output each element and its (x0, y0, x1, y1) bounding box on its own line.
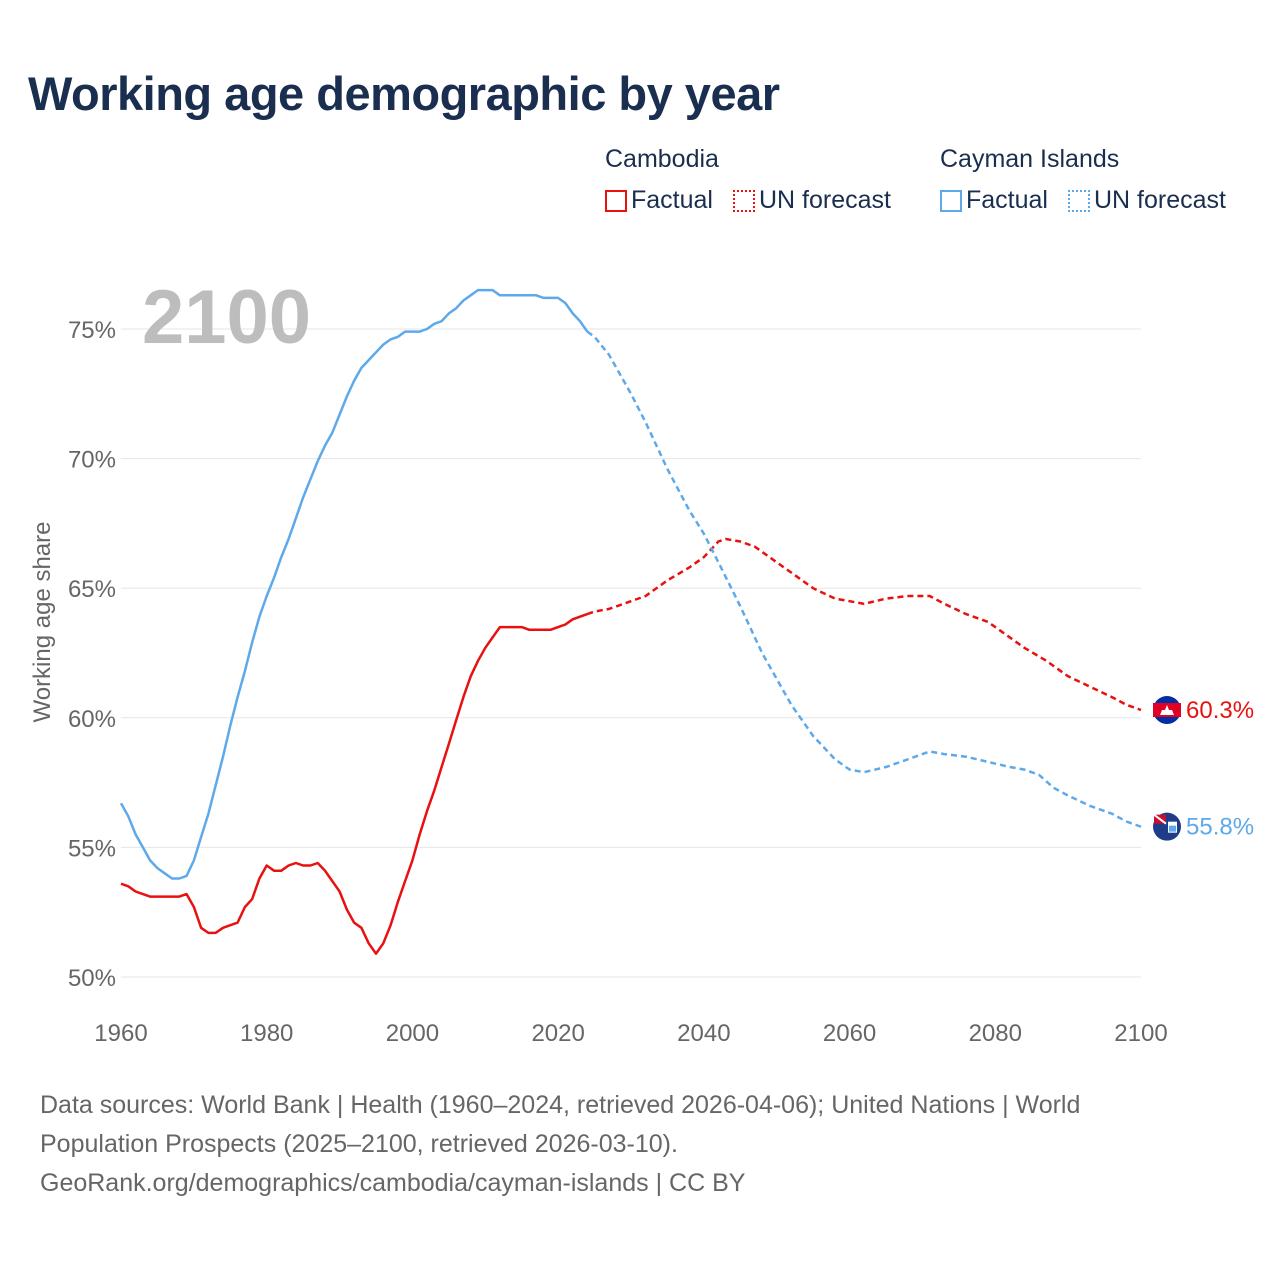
source-line[interactable]: GeoRank.org/demographics/cambodia/cayman… (40, 1169, 746, 1197)
legend-item-cambodia-forecast[interactable]: UN forecast (732, 186, 891, 215)
gridlines (121, 328, 1141, 978)
cambodia-flag-icon (1153, 696, 1181, 725)
legend-item-cambodia-factual[interactable]: Factual (605, 186, 713, 215)
x-tick-label: 2060 (823, 1020, 876, 1047)
legend-swatch-dotted (732, 189, 755, 212)
series-line-factual (120, 612, 588, 955)
series-line-forecast (586, 537, 1142, 712)
year-watermark: 2100 (142, 275, 311, 360)
end-value-label: 60.3% (1186, 697, 1254, 724)
y-tick-label: 60% (68, 706, 116, 733)
x-tick-label: 2100 (1114, 1020, 1167, 1047)
flag-shield-water (1169, 825, 1176, 832)
series-line-forecast (586, 330, 1142, 828)
legend-item-label: UN forecast (1093, 186, 1226, 214)
x-tick-label: 1980 (240, 1020, 293, 1047)
legend-swatch-solid (605, 189, 627, 212)
legend-item-label: Factual (966, 186, 1048, 214)
source-note: Data sources: World Bank | Health (1960–… (40, 1086, 1220, 1203)
x-tick-label: 2020 (531, 1020, 584, 1047)
legend-item-label: Factual (631, 186, 713, 214)
source-line: Population Prospects (2025–2100, retriev… (40, 1130, 678, 1158)
flag-temple (1160, 705, 1174, 716)
cayman-islands-flag-icon (1153, 812, 1181, 841)
series-line-factual (119, 288, 589, 880)
legend-group-label: Cambodia (605, 145, 719, 173)
x-tick-label: 2000 (386, 1020, 439, 1047)
end-value-label: 55.8% (1186, 814, 1254, 841)
legend-item-cayman-factual[interactable]: Factual (940, 186, 1048, 215)
legend-group-label: Cayman Islands (940, 145, 1120, 173)
legend-item-cayman-forecast[interactable]: UN forecast (1067, 186, 1226, 215)
source-line: Data sources: World Bank | Health (1960–… (40, 1091, 1081, 1119)
y-tick-label: 55% (68, 835, 116, 862)
y-axis: 50% 55% 60% 65% 70% 75% (68, 317, 116, 992)
legend-swatch-dotted (1067, 189, 1090, 212)
series-layer (119, 288, 1142, 955)
x-axis: 1960 1980 2000 2020 2040 2060 2080 2100 (94, 1020, 1167, 1047)
y-tick-label: 70% (68, 447, 116, 474)
x-tick-label: 1960 (94, 1020, 147, 1047)
y-tick-label: 65% (68, 576, 116, 603)
x-tick-label: 2080 (969, 1020, 1022, 1047)
flag-cross (1153, 813, 1167, 825)
y-axis-title: Working age share (29, 522, 56, 723)
y-tick-label: 50% (68, 965, 116, 992)
legend-group-cambodia: Cambodia Factual UN forecast (605, 145, 905, 215)
y-tick-label: 75% (68, 317, 116, 344)
chart-title: Working age demographic by year (28, 67, 780, 120)
end-markers: 60.3% 55.8% (1153, 696, 1254, 841)
legend-item-label: UN forecast (758, 186, 891, 214)
x-tick-label: 2040 (677, 1020, 730, 1047)
legend-swatch-solid (940, 189, 962, 212)
line-chart: 2100 50% 55% 60% 65% 70% 75% 1960 1980 2000 2020… (29, 275, 1254, 1047)
legend-group-cayman-islands: Cayman Islands Factual UN forecast (940, 145, 1226, 215)
